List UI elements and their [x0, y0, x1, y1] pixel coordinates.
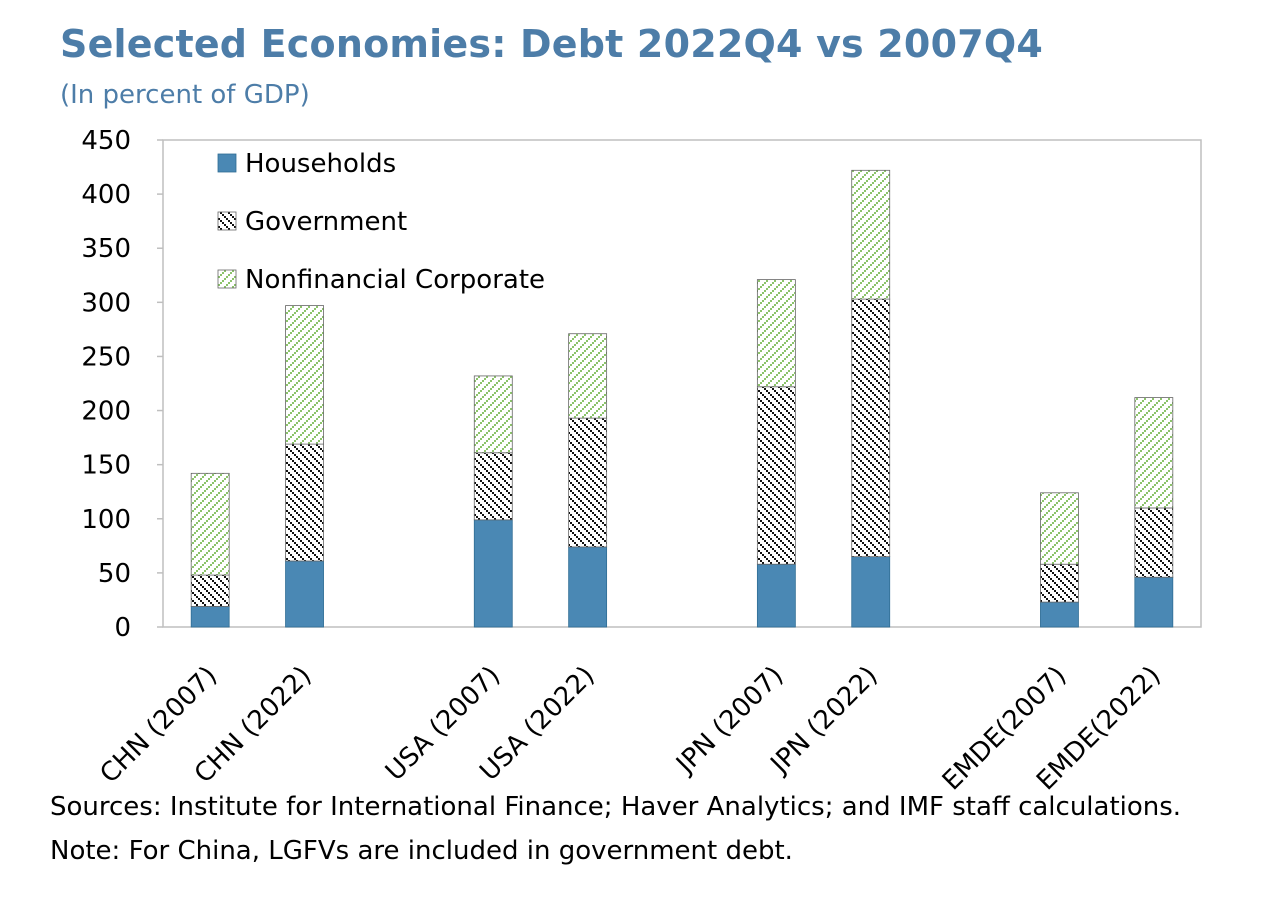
government-segment	[285, 443, 324, 562]
legend-nonfinancial-corporate: Nonfinancial Corporate	[217, 265, 545, 295]
nonfinancial-corporate-segment	[756, 279, 796, 388]
chart-subtitle: (In percent of GDP)	[60, 80, 310, 110]
chart-title: Selected Economies: Debt 2022Q4 vs 2007Q…	[60, 22, 1043, 66]
nonfinancial-corporate-segment	[190, 472, 230, 576]
government-segment	[568, 417, 608, 548]
government-segment	[1040, 563, 1079, 603]
government-segment	[190, 574, 230, 607]
y-tick-label: 250	[81, 342, 131, 372]
legend-swatch	[217, 153, 237, 173]
y-tick-label: 200	[81, 397, 131, 427]
nonfinancial-corporate-segment	[1040, 492, 1079, 565]
legend-government: Government	[217, 207, 407, 237]
y-tick-label: 0	[114, 613, 131, 643]
nonfinancial-corporate-segment	[473, 375, 513, 454]
nonfinancial-corporate-segment	[285, 305, 324, 445]
legend-label: Nonfinancial Corporate	[245, 265, 545, 295]
y-tick-label: 400	[81, 180, 131, 210]
plot-area	[162, 139, 1202, 628]
legend-label: Households	[245, 149, 396, 179]
households-segment	[473, 519, 513, 628]
households-segment	[851, 556, 891, 628]
legend-households: Households	[217, 149, 396, 179]
households-segment	[1134, 576, 1174, 628]
y-tick-label: 150	[81, 451, 131, 481]
y-tick-label: 50	[98, 559, 131, 589]
legend-label: Government	[245, 207, 407, 237]
households-segment	[285, 560, 324, 628]
government-segment	[1134, 507, 1174, 578]
households-segment	[190, 606, 230, 628]
y-tick-label: 450	[81, 126, 131, 156]
households-segment	[1040, 601, 1079, 628]
government-segment	[756, 386, 796, 565]
nonfinancial-corporate-segment	[851, 169, 891, 300]
households-segment	[756, 563, 796, 628]
y-tick-label: 300	[81, 288, 131, 318]
households-segment	[568, 546, 608, 628]
nonfinancial-corporate-segment	[568, 333, 608, 419]
legend-swatch	[217, 211, 237, 231]
y-tick-label: 350	[81, 234, 131, 264]
china-note: Note: For China, LGFVs are included in g…	[50, 836, 793, 866]
government-segment	[473, 452, 513, 521]
nonfinancial-corporate-segment	[1134, 397, 1174, 509]
government-segment	[851, 298, 891, 558]
sources-note: Sources: Institute for International Fin…	[50, 792, 1182, 822]
y-tick-label: 100	[81, 505, 131, 535]
legend-swatch	[217, 269, 237, 289]
